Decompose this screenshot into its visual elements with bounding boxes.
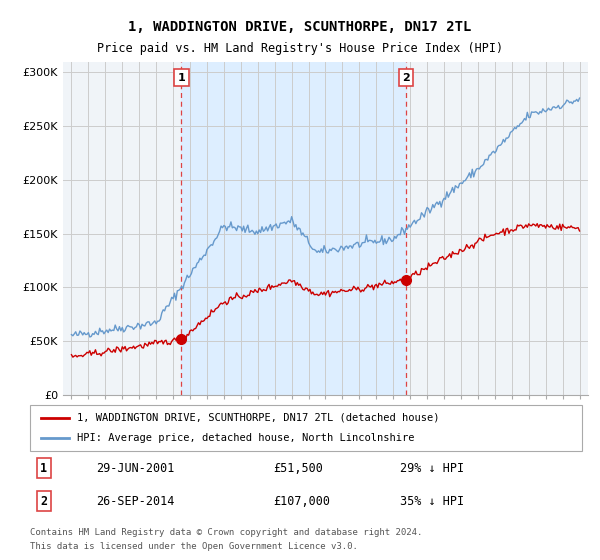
Text: Contains HM Land Registry data © Crown copyright and database right 2024.: Contains HM Land Registry data © Crown c… (30, 528, 422, 536)
Text: Price paid vs. HM Land Registry's House Price Index (HPI): Price paid vs. HM Land Registry's House … (97, 42, 503, 55)
Text: £107,000: £107,000 (273, 494, 330, 508)
FancyBboxPatch shape (30, 405, 582, 451)
Text: 1: 1 (178, 73, 185, 83)
Text: 1, WADDINGTON DRIVE, SCUNTHORPE, DN17 2TL: 1, WADDINGTON DRIVE, SCUNTHORPE, DN17 2T… (128, 20, 472, 34)
Text: 29% ↓ HPI: 29% ↓ HPI (400, 461, 464, 475)
Text: £51,500: £51,500 (273, 461, 323, 475)
Text: 1, WADDINGTON DRIVE, SCUNTHORPE, DN17 2TL (detached house): 1, WADDINGTON DRIVE, SCUNTHORPE, DN17 2T… (77, 413, 439, 423)
Text: 35% ↓ HPI: 35% ↓ HPI (400, 494, 464, 508)
Text: 29-JUN-2001: 29-JUN-2001 (96, 461, 175, 475)
Text: This data is licensed under the Open Government Licence v3.0.: This data is licensed under the Open Gov… (30, 542, 358, 550)
Bar (181, 62, 406, 395)
Text: HPI: Average price, detached house, North Lincolnshire: HPI: Average price, detached house, Nort… (77, 433, 415, 443)
Text: 1: 1 (40, 461, 47, 475)
Text: 2: 2 (402, 73, 410, 83)
Text: 26-SEP-2014: 26-SEP-2014 (96, 494, 175, 508)
Text: 2: 2 (40, 494, 47, 508)
